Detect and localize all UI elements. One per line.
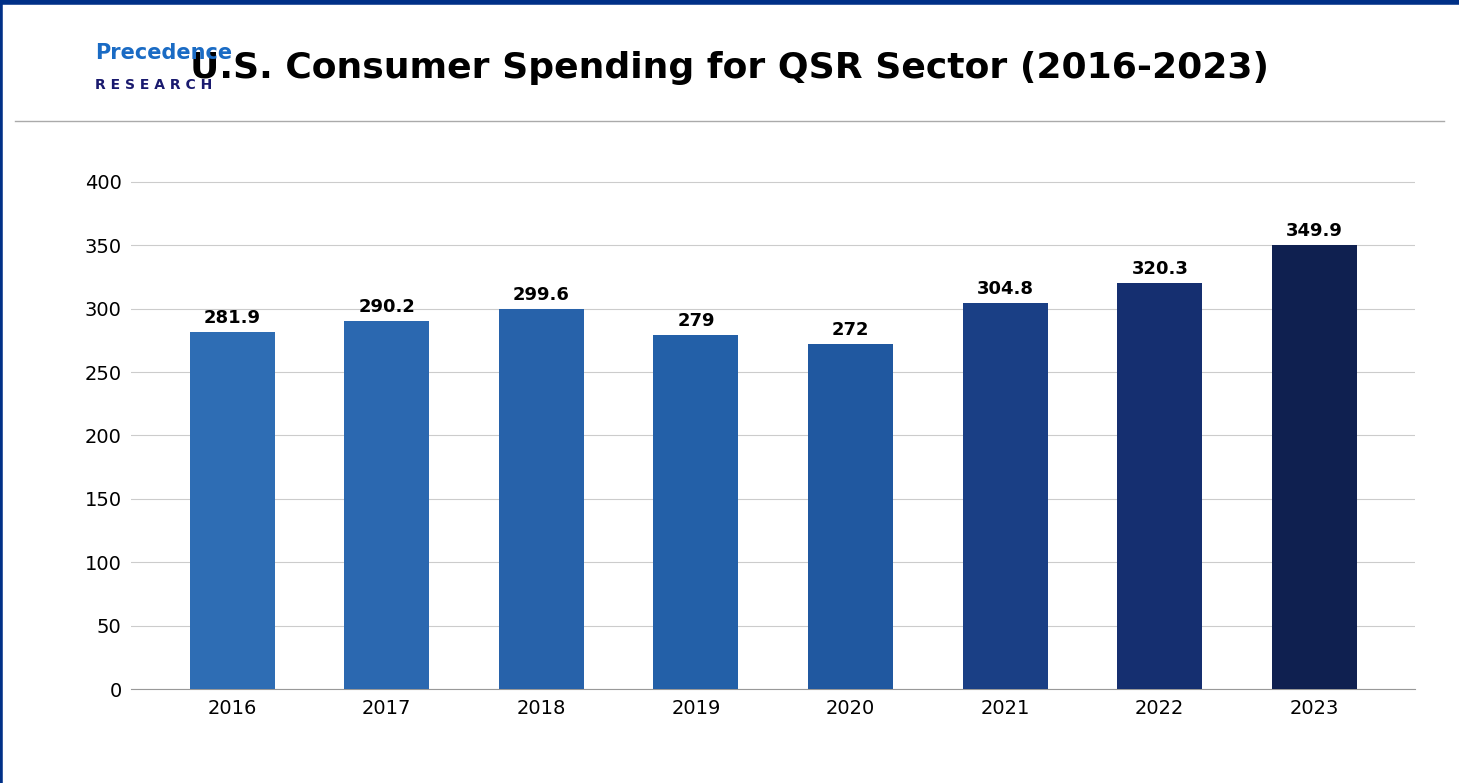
Text: 279: 279 [677, 312, 715, 330]
Text: 272: 272 [832, 321, 870, 339]
Text: 281.9: 281.9 [204, 309, 261, 327]
Text: 304.8: 304.8 [976, 280, 1033, 298]
Text: 299.6: 299.6 [514, 286, 570, 304]
Text: R E S E A R C H: R E S E A R C H [95, 78, 212, 92]
Bar [1118, 283, 1202, 689]
Bar [344, 321, 429, 689]
Bar [499, 309, 584, 689]
Text: 320.3: 320.3 [1131, 260, 1188, 278]
Bar [1272, 245, 1357, 689]
Bar [808, 345, 893, 689]
Bar [654, 335, 738, 689]
Bar [963, 303, 1048, 689]
Text: 290.2: 290.2 [359, 298, 416, 316]
Bar [190, 332, 274, 689]
Text: 349.9: 349.9 [1285, 222, 1342, 240]
Text: U.S. Consumer Spending for QSR Sector (2016-2023): U.S. Consumer Spending for QSR Sector (2… [190, 51, 1269, 85]
Text: Precedence: Precedence [95, 43, 232, 63]
